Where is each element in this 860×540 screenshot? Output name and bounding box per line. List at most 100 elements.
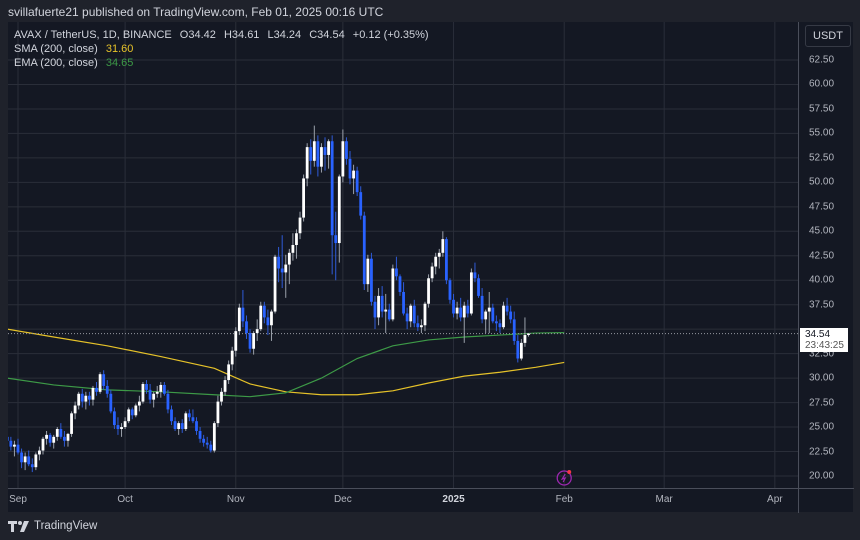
- candle: [162, 382, 166, 396]
- candle: [105, 380, 109, 398]
- candle: [23, 452, 27, 471]
- candle: [234, 327, 238, 357]
- candle: [395, 256, 398, 281]
- price-tick-label: 57.50: [809, 103, 835, 115]
- price-tick-label: 47.50: [809, 201, 835, 213]
- chart-frame: AVAX / TetherUS, 1D, BINANCE O34.42 H34.…: [8, 22, 854, 513]
- price-tick-label: 62.50: [809, 54, 835, 66]
- candle: [266, 309, 270, 336]
- price-tick-label: 25.00: [809, 421, 835, 433]
- candle: [245, 315, 248, 339]
- candle: [112, 407, 116, 430]
- candle: [437, 248, 441, 269]
- chart-plot-area[interactable]: AVAX / TetherUS, 1D, BINANCE O34.42 H34.…: [8, 22, 798, 488]
- candle: [302, 174, 305, 222]
- candle: [252, 331, 256, 355]
- candle: [434, 252, 438, 275]
- candle: [330, 135, 334, 275]
- candle: [145, 380, 148, 394]
- legend-sma-row[interactable]: SMA (200, close) 31.60: [14, 42, 429, 56]
- candle: [370, 252, 373, 306]
- candle: [327, 139, 330, 169]
- candle: [27, 450, 31, 467]
- time-axis[interactable]: Sep Oct Nov Dec 2025 Feb Mar Apr: [8, 488, 798, 513]
- ohlc-close: C34.54: [309, 29, 345, 41]
- candle: [491, 303, 495, 324]
- candle: [184, 411, 188, 431]
- price-tick-label: 50.00: [809, 176, 835, 188]
- candle: [227, 360, 231, 384]
- candle: [466, 299, 470, 318]
- symbol-label[interactable]: AVAX / TetherUS, 1D, BINANCE: [14, 29, 172, 41]
- candle: [523, 317, 527, 347]
- last-price-label: 34.54 23:43:25: [800, 328, 848, 352]
- candle: [391, 264, 395, 322]
- ema-line[interactable]: [8, 331, 565, 398]
- candle: [9, 436, 13, 451]
- candle: [159, 382, 163, 398]
- candle: [20, 448, 23, 469]
- price-tick-label: 45.00: [809, 225, 835, 237]
- candle: [505, 297, 509, 316]
- candle: [63, 430, 66, 447]
- price-tick-label: 60.00: [809, 78, 835, 90]
- price-tick-label: 42.50: [809, 250, 835, 262]
- candle: [148, 383, 152, 404]
- tradingview-branding[interactable]: TradingView: [8, 520, 97, 532]
- candle: [287, 248, 291, 285]
- candle: [230, 346, 234, 371]
- price-tick-label: 30.00: [809, 372, 835, 384]
- candle: [137, 395, 141, 412]
- candle: [216, 395, 220, 428]
- candle: [120, 423, 123, 437]
- candle: [487, 291, 491, 334]
- candle: [41, 436, 45, 455]
- candle: [516, 335, 520, 363]
- price-axis[interactable]: USDT 62.50 60.00 57.50 55.00 52.50 50.00 47.50…: [798, 22, 854, 488]
- event-lightning-icon[interactable]: [556, 470, 572, 486]
- sma-label: SMA (200, close): [14, 43, 98, 55]
- sma-line[interactable]: [8, 328, 565, 396]
- candle: [412, 299, 416, 328]
- ohlc-high: H34.61: [223, 29, 260, 41]
- candle: [423, 301, 427, 332]
- currency-button[interactable]: USDT: [805, 25, 851, 47]
- candle: [284, 254, 288, 298]
- candle: [109, 389, 113, 414]
- candle: [502, 301, 505, 330]
- candle: [270, 309, 273, 341]
- candle: [38, 446, 41, 461]
- last-price-value: 34.54: [805, 329, 831, 340]
- candle: [291, 233, 295, 261]
- price-tick-label: 37.50: [809, 299, 835, 311]
- candle: [259, 301, 263, 332]
- price-tick-label: 52.50: [809, 152, 835, 164]
- sma-value: 31.60: [105, 43, 134, 55]
- candle: [59, 423, 63, 439]
- candle: [123, 417, 127, 430]
- candle: [48, 432, 52, 447]
- candle: [298, 211, 302, 240]
- price-tick-label: 55.00: [809, 127, 835, 139]
- candle: [66, 432, 70, 447]
- time-tick-label: Feb: [555, 494, 573, 505]
- candle: [362, 211, 366, 291]
- candle: [384, 293, 388, 334]
- candle: [134, 403, 138, 418]
- bar-countdown: 23:43:25: [805, 340, 844, 351]
- candle: [16, 438, 20, 455]
- candle: [195, 417, 198, 435]
- time-tick-label: Sep: [9, 494, 27, 505]
- candle: [494, 315, 498, 332]
- candle: [509, 305, 513, 324]
- candle: [255, 319, 259, 341]
- candle: [262, 301, 266, 324]
- candle: [345, 137, 348, 165]
- candle: [527, 332, 530, 337]
- candle: [373, 295, 377, 330]
- ema-value: 34.65: [105, 57, 134, 69]
- candle: [430, 262, 434, 283]
- candle: [441, 231, 445, 257]
- candle: [445, 237, 448, 285]
- legend-ema-row[interactable]: EMA (200, close) 34.65: [14, 56, 429, 70]
